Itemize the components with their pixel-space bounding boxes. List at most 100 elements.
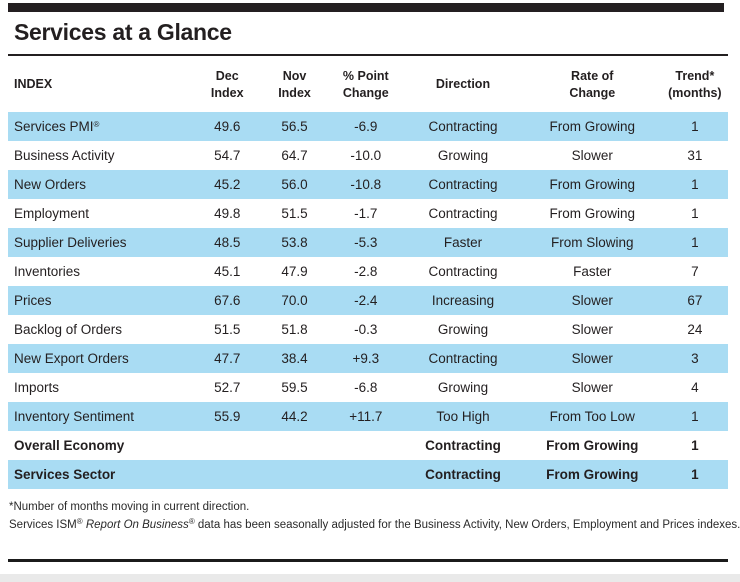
title-divider (8, 54, 728, 56)
registered-mark: ® (188, 516, 195, 526)
cell-index-name: Prices (8, 286, 194, 315)
cell-pct-change: -6.9 (328, 112, 404, 141)
cell-direction: Increasing (403, 286, 523, 315)
cell-nov-index (260, 460, 329, 489)
bottom-divider (8, 559, 728, 562)
cell-trend: 1 (661, 170, 728, 199)
col-header-label: Index (210, 85, 244, 100)
cell-rate-of-change: Faster (573, 264, 612, 279)
cell-nov-index: 38.4 (260, 344, 329, 373)
cell-direction: Growing (437, 380, 489, 395)
row-label: Business Activity (14, 148, 115, 163)
cell-rate-of-change: Slower (571, 380, 613, 395)
registered-mark: ® (93, 120, 100, 129)
col-header-label: INDEX (14, 77, 53, 92)
cell-nov-index: 47.9 (281, 264, 308, 279)
cell-nov-index: 53.8 (260, 228, 329, 257)
cell-trend: 1 (661, 460, 728, 489)
registered-mark: ® (76, 516, 83, 526)
cell-direction: Faster (403, 228, 523, 257)
cell-direction: Too High (403, 402, 523, 431)
cell-trend: 31 (687, 148, 703, 163)
cell-nov-index: 51.5 (281, 206, 308, 221)
cell-dec-index: 67.6 (193, 286, 261, 315)
cell-dec-index: 52.7 (214, 380, 241, 395)
cell-index-name: Backlog of Orders (8, 315, 194, 344)
col-header-direction: Direction (403, 57, 523, 112)
cell-rate-of-change: From Too Low (522, 402, 662, 431)
cell-pct-change (328, 431, 403, 460)
cell-direction: Contracting (403, 344, 523, 373)
table-row: Overall Economy Contracting From Growing… (8, 431, 728, 460)
cell-dec-index: 51.5 (214, 322, 241, 337)
cell-pct-change: -10.0 (350, 148, 382, 163)
cell-index-name: Inventory Sentiment (8, 402, 194, 431)
cell-rate-of-change: Slower (522, 344, 662, 373)
cell-index-name: Services PMI® (8, 112, 194, 141)
table-row: Imports 52.7 59.5 -6.8 Growing Slower 4 (8, 373, 728, 402)
services-glance-table: INDEX Dec Index Nov Index % Point Change Di… (8, 57, 728, 489)
cell-direction: Growing (437, 148, 489, 163)
col-header-label: Trend* (675, 69, 715, 84)
cell-nov-index: 56.5 (260, 112, 329, 141)
cell-index-name: Overall Economy (8, 431, 194, 460)
cell-index-name: Supplier Deliveries (8, 228, 194, 257)
cell-pct-change: +11.7 (328, 402, 404, 431)
data-table: INDEX Dec Index Nov Index % Point Change Di… (8, 57, 728, 489)
cell-trend: 67 (661, 286, 728, 315)
cell-dec-index: 49.8 (214, 206, 241, 221)
cell-rate-of-change: From Growing (522, 460, 662, 489)
col-header-label: Nov (282, 69, 307, 84)
cell-pct-change: -10.8 (328, 170, 404, 199)
cell-pct-change: -1.7 (354, 206, 378, 221)
table-row: Services PMI® 49.6 56.5 -6.9 Contracting… (8, 112, 728, 141)
page-title: Services at a Glance (14, 19, 232, 45)
col-header-label: Index (278, 85, 311, 100)
table-row: Prices 67.6 70.0 -2.4 Increasing Slower … (8, 286, 728, 315)
cell-rate-of-change: Slower (571, 322, 613, 337)
cell-index-name: New Export Orders (8, 344, 194, 373)
cell-index-name: Employment (8, 199, 194, 228)
cell-trend: 3 (661, 344, 728, 373)
table-row: Inventories 45.1 47.9 -2.8 Contracting F… (8, 257, 728, 286)
row-label: Employment (14, 206, 90, 221)
cell-pct-change: -2.4 (328, 286, 404, 315)
col-header-rate-of-change: Rate of Change (523, 57, 662, 112)
cell-rate-of-change: From Growing (546, 438, 639, 453)
col-header-label: Rate of (571, 69, 614, 84)
row-label: Imports (14, 380, 60, 395)
cell-direction: Growing (437, 322, 489, 337)
footnote-seasonal-adjustment: Services ISM® Report On Business® data h… (9, 516, 740, 535)
cell-trend: 4 (691, 380, 699, 395)
row-label: Supplier Deliveries (14, 235, 127, 250)
cell-nov-index: 56.0 (260, 170, 329, 199)
row-label: New Export Orders (14, 351, 129, 366)
table-row: Supplier Deliveries 48.5 53.8 -5.3 Faste… (8, 228, 728, 257)
col-header-label: % Point (342, 69, 389, 84)
footnote-text: Services ISM (9, 518, 77, 531)
cell-pct-change (328, 460, 404, 489)
report-on-business-title: Report On Business (82, 518, 189, 531)
col-header-label: Change (569, 85, 616, 100)
col-header-nov-index: Nov Index (261, 57, 329, 112)
cell-trend: 1 (691, 206, 699, 221)
col-header-index: INDEX (8, 57, 194, 112)
cell-index-name: Imports (8, 373, 194, 402)
cell-direction: Contracting (403, 170, 523, 199)
page-edge-strip (0, 574, 740, 582)
footnotes: *Number of months moving in current dire… (9, 499, 740, 535)
cell-index-name: Business Activity (8, 141, 194, 170)
cell-dec-index (194, 431, 261, 460)
table-row: Employment 49.8 51.5 -1.7 Contracting Fr… (8, 199, 728, 228)
row-label: Services Sector (14, 467, 116, 482)
footnote-text: data has been seasonally adjusted for th… (194, 518, 740, 531)
cell-nov-index: 51.8 (281, 322, 308, 337)
cell-rate-of-change: From Growing (522, 112, 662, 141)
cell-rate-of-change: From Slowing (522, 228, 662, 257)
row-label: Prices (14, 293, 52, 308)
header-row: INDEX Dec Index Nov Index % Point Change Di… (8, 57, 728, 112)
row-label: Inventories (14, 264, 81, 279)
cell-trend: 1 (661, 112, 728, 141)
cell-index-name: Inventories (8, 257, 194, 286)
cell-nov-index: 44.2 (260, 402, 329, 431)
